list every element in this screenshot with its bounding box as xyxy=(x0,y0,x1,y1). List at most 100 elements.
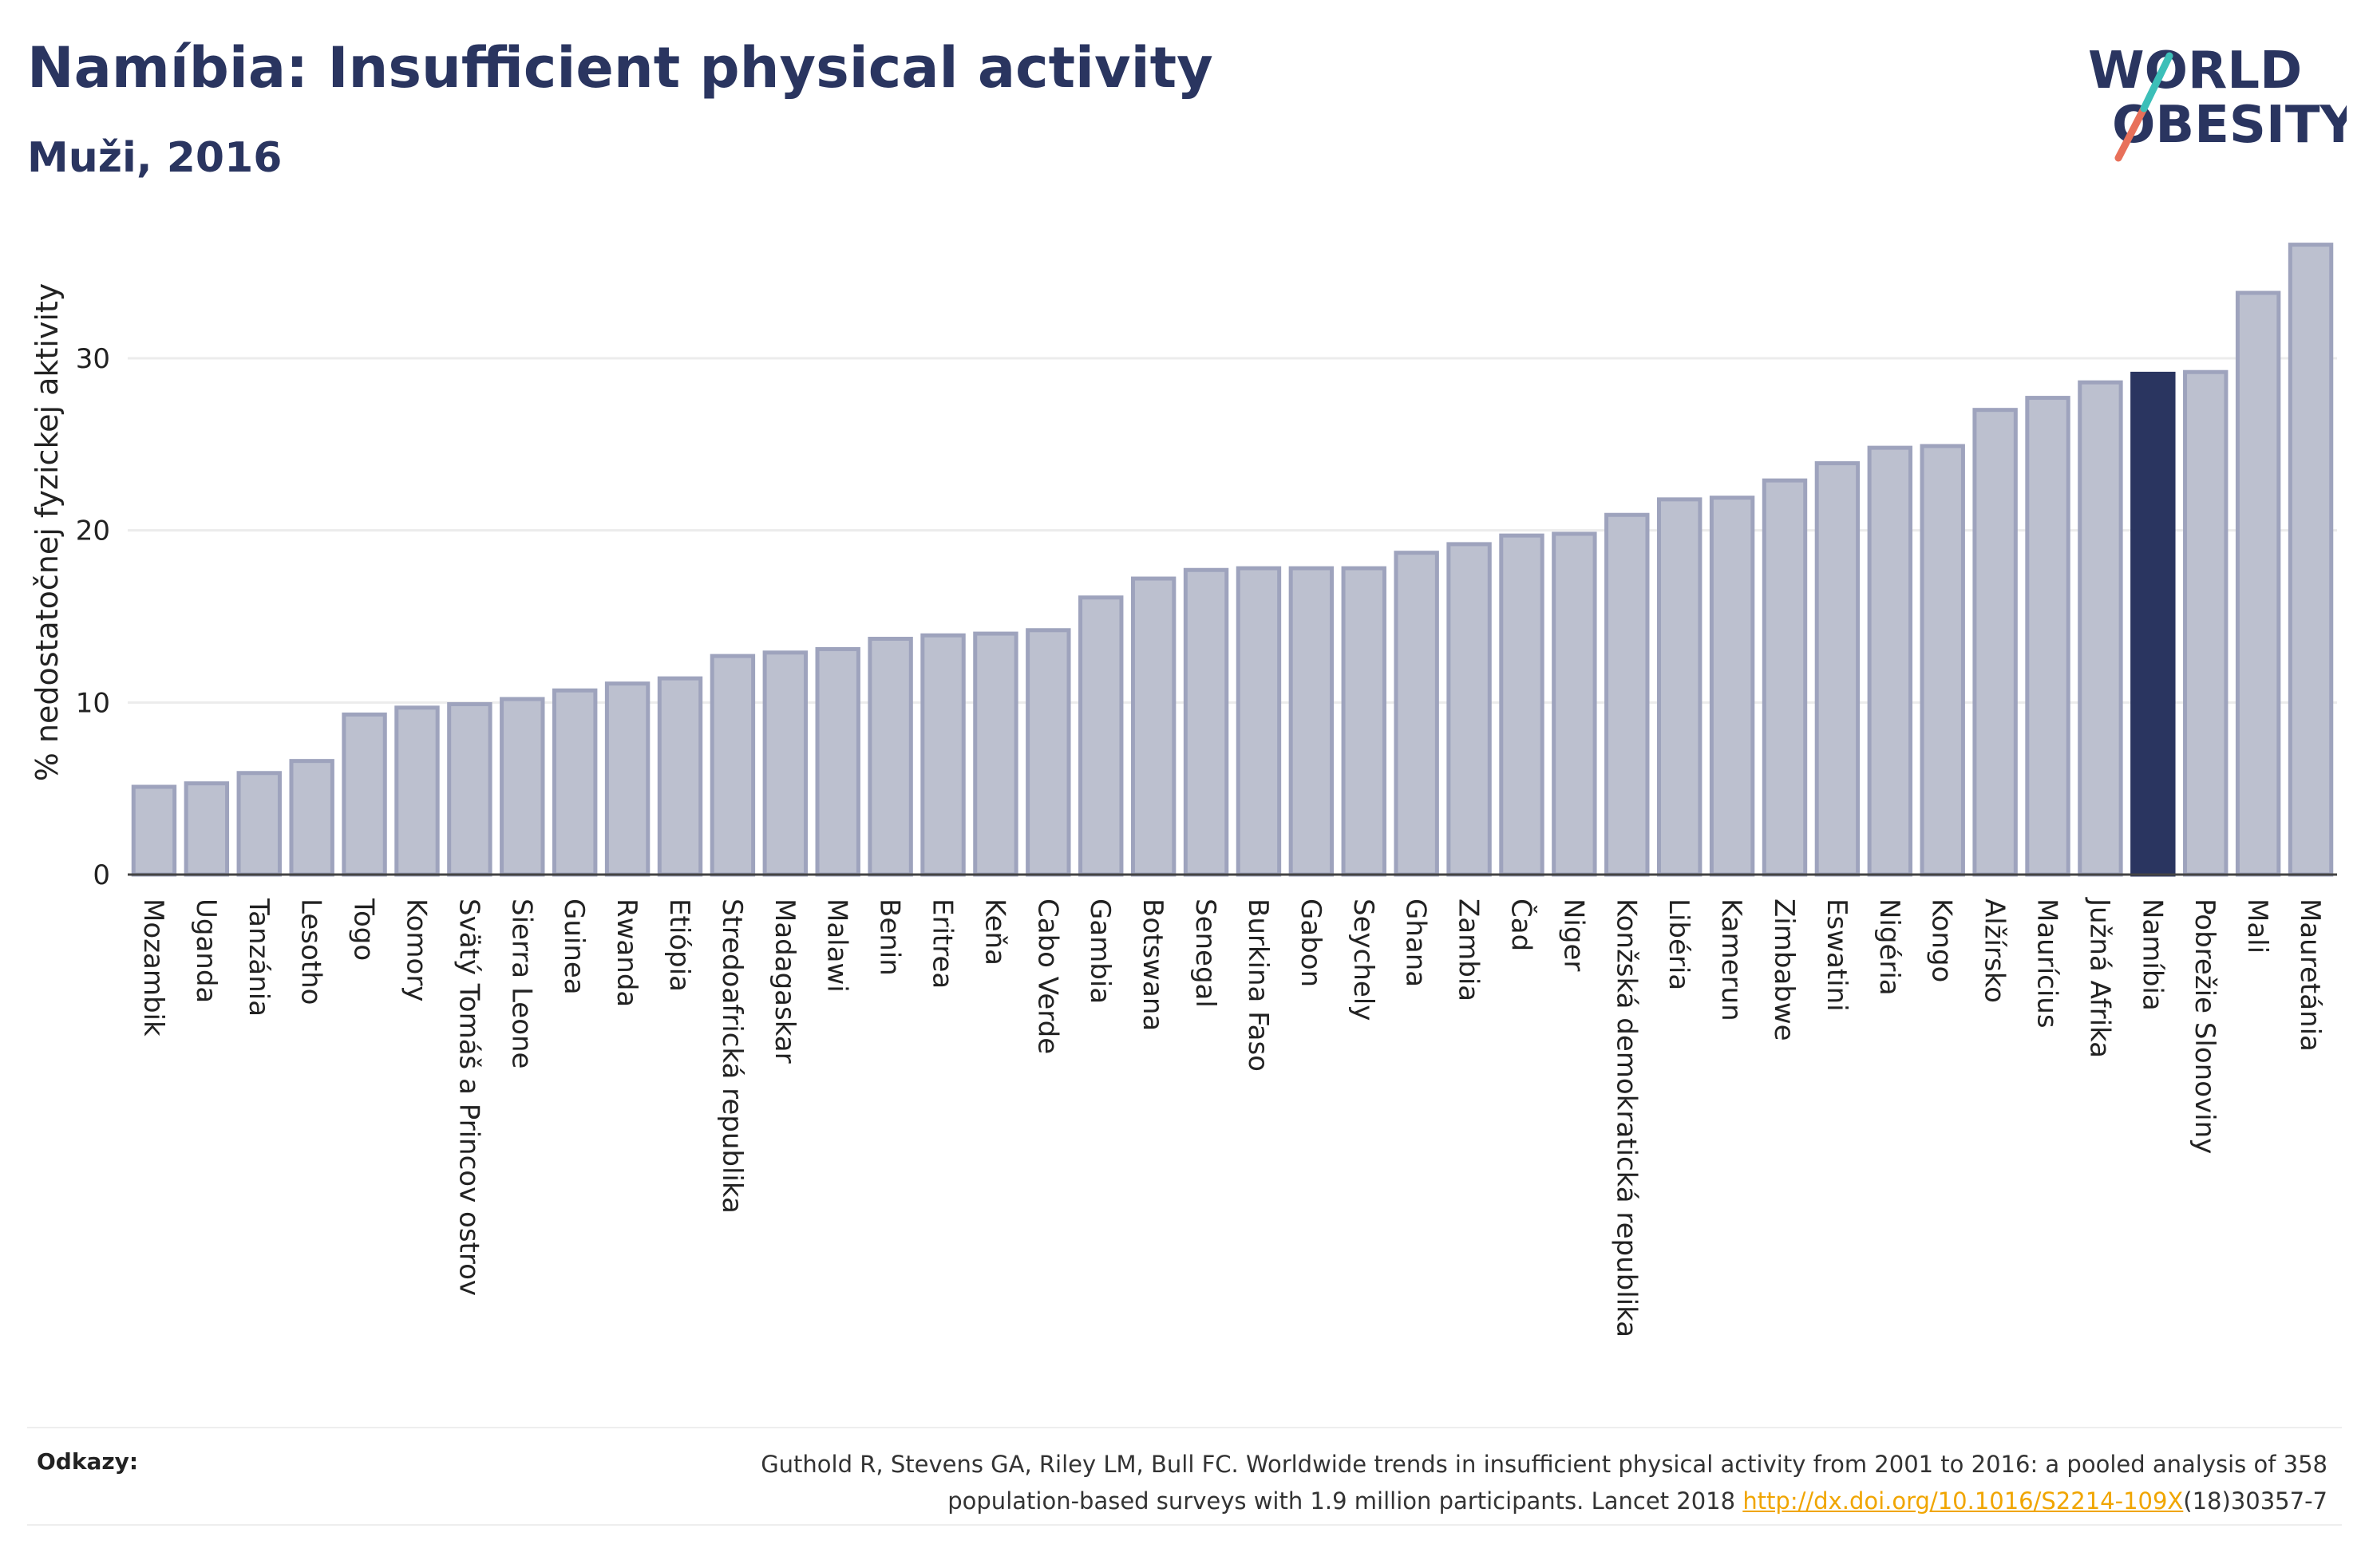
x-tick-label: Tanzánia xyxy=(243,898,275,1017)
bar xyxy=(604,681,651,877)
x-tick-label: Gabon xyxy=(1295,899,1327,987)
bar xyxy=(2288,243,2334,877)
bar-chart: 0 10 20 30 % nedostatočnej fyzickej aktivity… xyxy=(30,243,2337,1337)
bar xyxy=(973,631,1018,877)
bar xyxy=(920,633,966,877)
x-tick-label: Niger xyxy=(1557,899,1589,971)
y-tick-label: 30 xyxy=(76,343,110,375)
x-tick-label: Mauretánia xyxy=(2294,899,2326,1052)
x-tick-label: Eritrea xyxy=(927,899,959,989)
doi-link[interactable]: http://dx.doi.org/10.1016/S2214-109X xyxy=(1742,1487,2184,1515)
references-line2: population-based surveys with 1.9 millio… xyxy=(947,1487,1743,1515)
x-tick-label: Južná Afrika xyxy=(2083,897,2115,1058)
x-tick-label: Nigéria xyxy=(1873,899,1905,996)
x-tick-label: Sierra Leone xyxy=(505,899,537,1068)
bar xyxy=(394,705,440,877)
references-label: Odkazy: xyxy=(37,1448,139,1475)
bar xyxy=(815,646,860,877)
y-axis-label: % nedostatočnej fyzickej aktivity xyxy=(30,283,65,782)
svg-text:WORLD: WORLD xyxy=(2088,41,2302,101)
bar xyxy=(184,781,230,877)
bar xyxy=(1867,445,1913,877)
bar xyxy=(2235,290,2281,877)
x-tick-label: Maurícius xyxy=(2031,899,2063,1029)
x-tick-label: Mozambik xyxy=(137,899,169,1037)
bar xyxy=(2130,371,2176,877)
y-tick-label: 20 xyxy=(76,515,110,547)
bar xyxy=(2078,380,2123,877)
bar xyxy=(1288,566,1335,877)
bar xyxy=(289,759,334,877)
x-tick-label: Malawi xyxy=(821,899,853,993)
x-tick-label: Namíbia xyxy=(2136,899,2168,1011)
bar xyxy=(1183,567,1229,877)
bar xyxy=(710,654,756,877)
x-tick-label: Seychely xyxy=(1347,899,1379,1021)
x-tick-label: Gambia xyxy=(1084,899,1116,1004)
bar xyxy=(1762,478,1808,877)
x-tick-label: Senegal xyxy=(1189,899,1221,1008)
references-line2-end: (18)30357-7 xyxy=(2183,1487,2327,1515)
x-tick-label: Uganda xyxy=(190,899,222,1003)
x-tick-label: Kongo xyxy=(1926,899,1958,982)
x-tick-label: Madagaskar xyxy=(769,899,801,1064)
world-obesity-logo: WORLD OBESITY xyxy=(2088,41,2347,162)
footer-divider-top xyxy=(27,1427,2342,1428)
x-tick-label: Lesotho xyxy=(295,899,327,1005)
bar xyxy=(1604,512,1650,877)
x-tick-label: Guinea xyxy=(558,899,590,995)
bar xyxy=(868,637,913,877)
bar xyxy=(1920,444,1965,877)
bar xyxy=(500,697,545,877)
bar xyxy=(1078,595,1124,877)
x-tick-label: Pobrežie Slonoviny xyxy=(2189,899,2221,1154)
x-tick-label: Zambia xyxy=(1453,899,1485,1001)
x-tick-label: Keňa xyxy=(979,899,1010,966)
x-tick-label: Benin xyxy=(874,899,906,976)
x-tick-label: Konžská demokratická republika xyxy=(1610,899,1642,1337)
bar xyxy=(657,676,703,877)
bar xyxy=(1709,496,1755,877)
bar xyxy=(131,784,177,877)
bar xyxy=(342,712,387,877)
x-tick-label: Čad xyxy=(1505,899,1537,951)
bar xyxy=(1394,551,1439,877)
bar xyxy=(1341,566,1386,877)
bar xyxy=(1130,576,1177,877)
x-tick-label: Alžírsko xyxy=(1979,899,2011,1003)
bar xyxy=(447,701,492,877)
x-tick-label: Burkina Faso xyxy=(1242,899,1274,1072)
x-tick-label: Zimbabwe xyxy=(1768,899,1800,1041)
x-tick-label: Mali xyxy=(2241,899,2273,954)
bar xyxy=(1552,531,1597,877)
bar xyxy=(1972,408,2018,877)
x-tick-label: Komory xyxy=(400,899,432,1001)
bar xyxy=(1499,533,1544,877)
page-title: Namíbia: Insufficient physical activity xyxy=(27,35,1213,101)
x-tick-label: Ghana xyxy=(1400,899,1432,987)
references-text: Guthold R, Stevens GA, Riley LM, Bull FC… xyxy=(492,1446,2327,1519)
page-subtitle: Muži, 2016 xyxy=(27,134,283,182)
bar xyxy=(1814,461,1861,877)
y-tick-label: 10 xyxy=(76,687,110,719)
bar xyxy=(1026,628,1071,877)
bar xyxy=(762,650,809,877)
footer-divider-bottom xyxy=(27,1524,2342,1526)
x-tick-label: Stredoafrická republika xyxy=(716,899,748,1214)
x-tick-label: Svätý Tomáš a Princov ostrov xyxy=(453,899,484,1296)
x-tick-label: Togo xyxy=(348,898,380,961)
svg-text:OBESITY: OBESITY xyxy=(2112,96,2347,155)
x-tick-label: Botswana xyxy=(1137,899,1169,1031)
bar xyxy=(2183,369,2229,877)
bar xyxy=(552,688,598,877)
references-line1: Guthold R, Stevens GA, Riley LM, Bull FC… xyxy=(761,1451,2327,1478)
bar xyxy=(2025,396,2070,877)
x-tick-label: Etiópia xyxy=(663,899,695,992)
x-tick-label: Rwanda xyxy=(611,899,643,1007)
bar xyxy=(1656,497,1703,877)
bar xyxy=(1236,566,1282,877)
bar xyxy=(236,771,282,877)
x-tick-label: Kamerun xyxy=(1715,899,1747,1021)
bar xyxy=(1446,542,1492,877)
y-tick-label: 0 xyxy=(93,859,110,891)
